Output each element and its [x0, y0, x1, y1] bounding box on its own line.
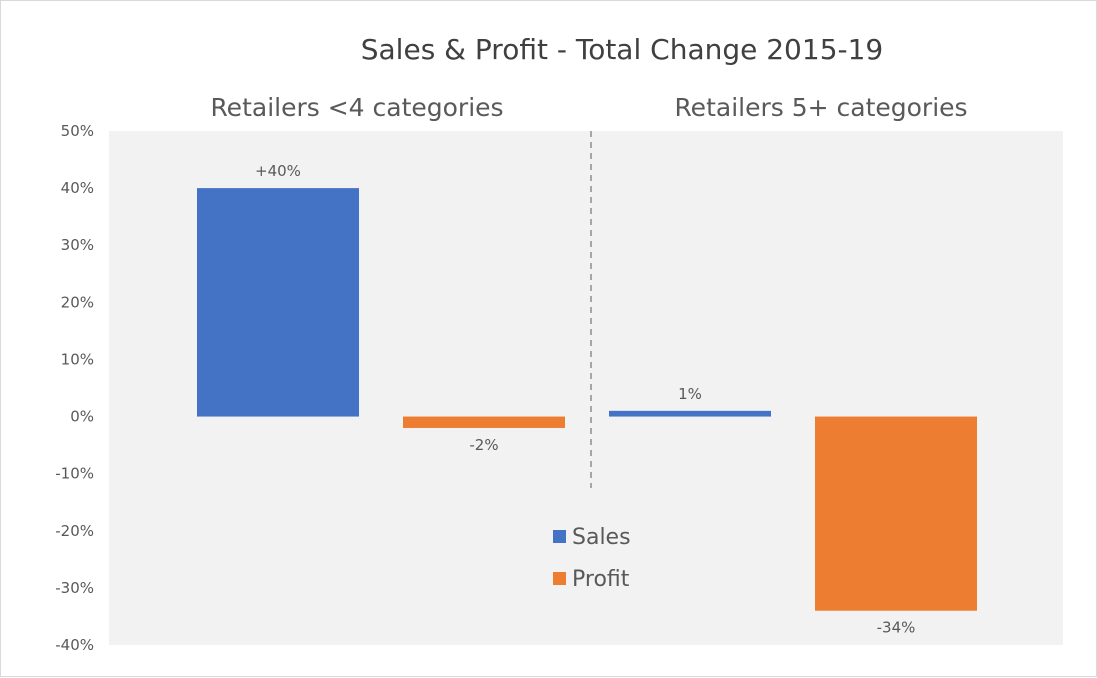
- y-tick-label: 0%: [70, 408, 94, 426]
- y-tick-label: 10%: [61, 350, 94, 368]
- bars: [197, 188, 977, 611]
- legend: Sales Profit: [553, 525, 631, 592]
- y-tick-label: -20%: [55, 522, 94, 540]
- bar-sales-2: [609, 410, 771, 417]
- y-tick-label: -30%: [55, 579, 94, 597]
- y-tick-label: -10%: [55, 465, 94, 483]
- group-label-retailers-under-4: Retailers <4 categories: [210, 93, 503, 122]
- y-tick-label: -40%: [55, 636, 94, 654]
- bar-profit-1: [403, 416, 565, 428]
- y-tick-label: 50%: [61, 122, 94, 140]
- data-labels: +40% 1% -2% -34%: [255, 162, 915, 637]
- legend-label-profit: Profit: [572, 567, 630, 592]
- legend-label-sales: Sales: [572, 525, 631, 550]
- data-label-profit-1: -2%: [469, 436, 498, 454]
- y-tick-label: 40%: [61, 179, 94, 197]
- bar-profit-2: [815, 416, 977, 611]
- bar-sales-1: [197, 188, 359, 417]
- data-label-sales-2: 1%: [678, 385, 702, 403]
- legend-swatch-profit: [553, 572, 566, 585]
- legend-swatch-sales: [553, 530, 566, 543]
- y-tick-label: 30%: [61, 236, 94, 254]
- y-axis: 50% 40% 30% 20% 10% 0% -10% -20% -30% -40%: [55, 122, 94, 654]
- group-label-retailers-5-plus: Retailers 5+ categories: [674, 93, 967, 122]
- chart-title: Sales & Profit - Total Change 2015-19: [361, 33, 883, 66]
- data-label-profit-2: -34%: [877, 619, 916, 637]
- y-tick-label: 20%: [61, 293, 94, 311]
- data-label-sales-1: +40%: [255, 162, 301, 180]
